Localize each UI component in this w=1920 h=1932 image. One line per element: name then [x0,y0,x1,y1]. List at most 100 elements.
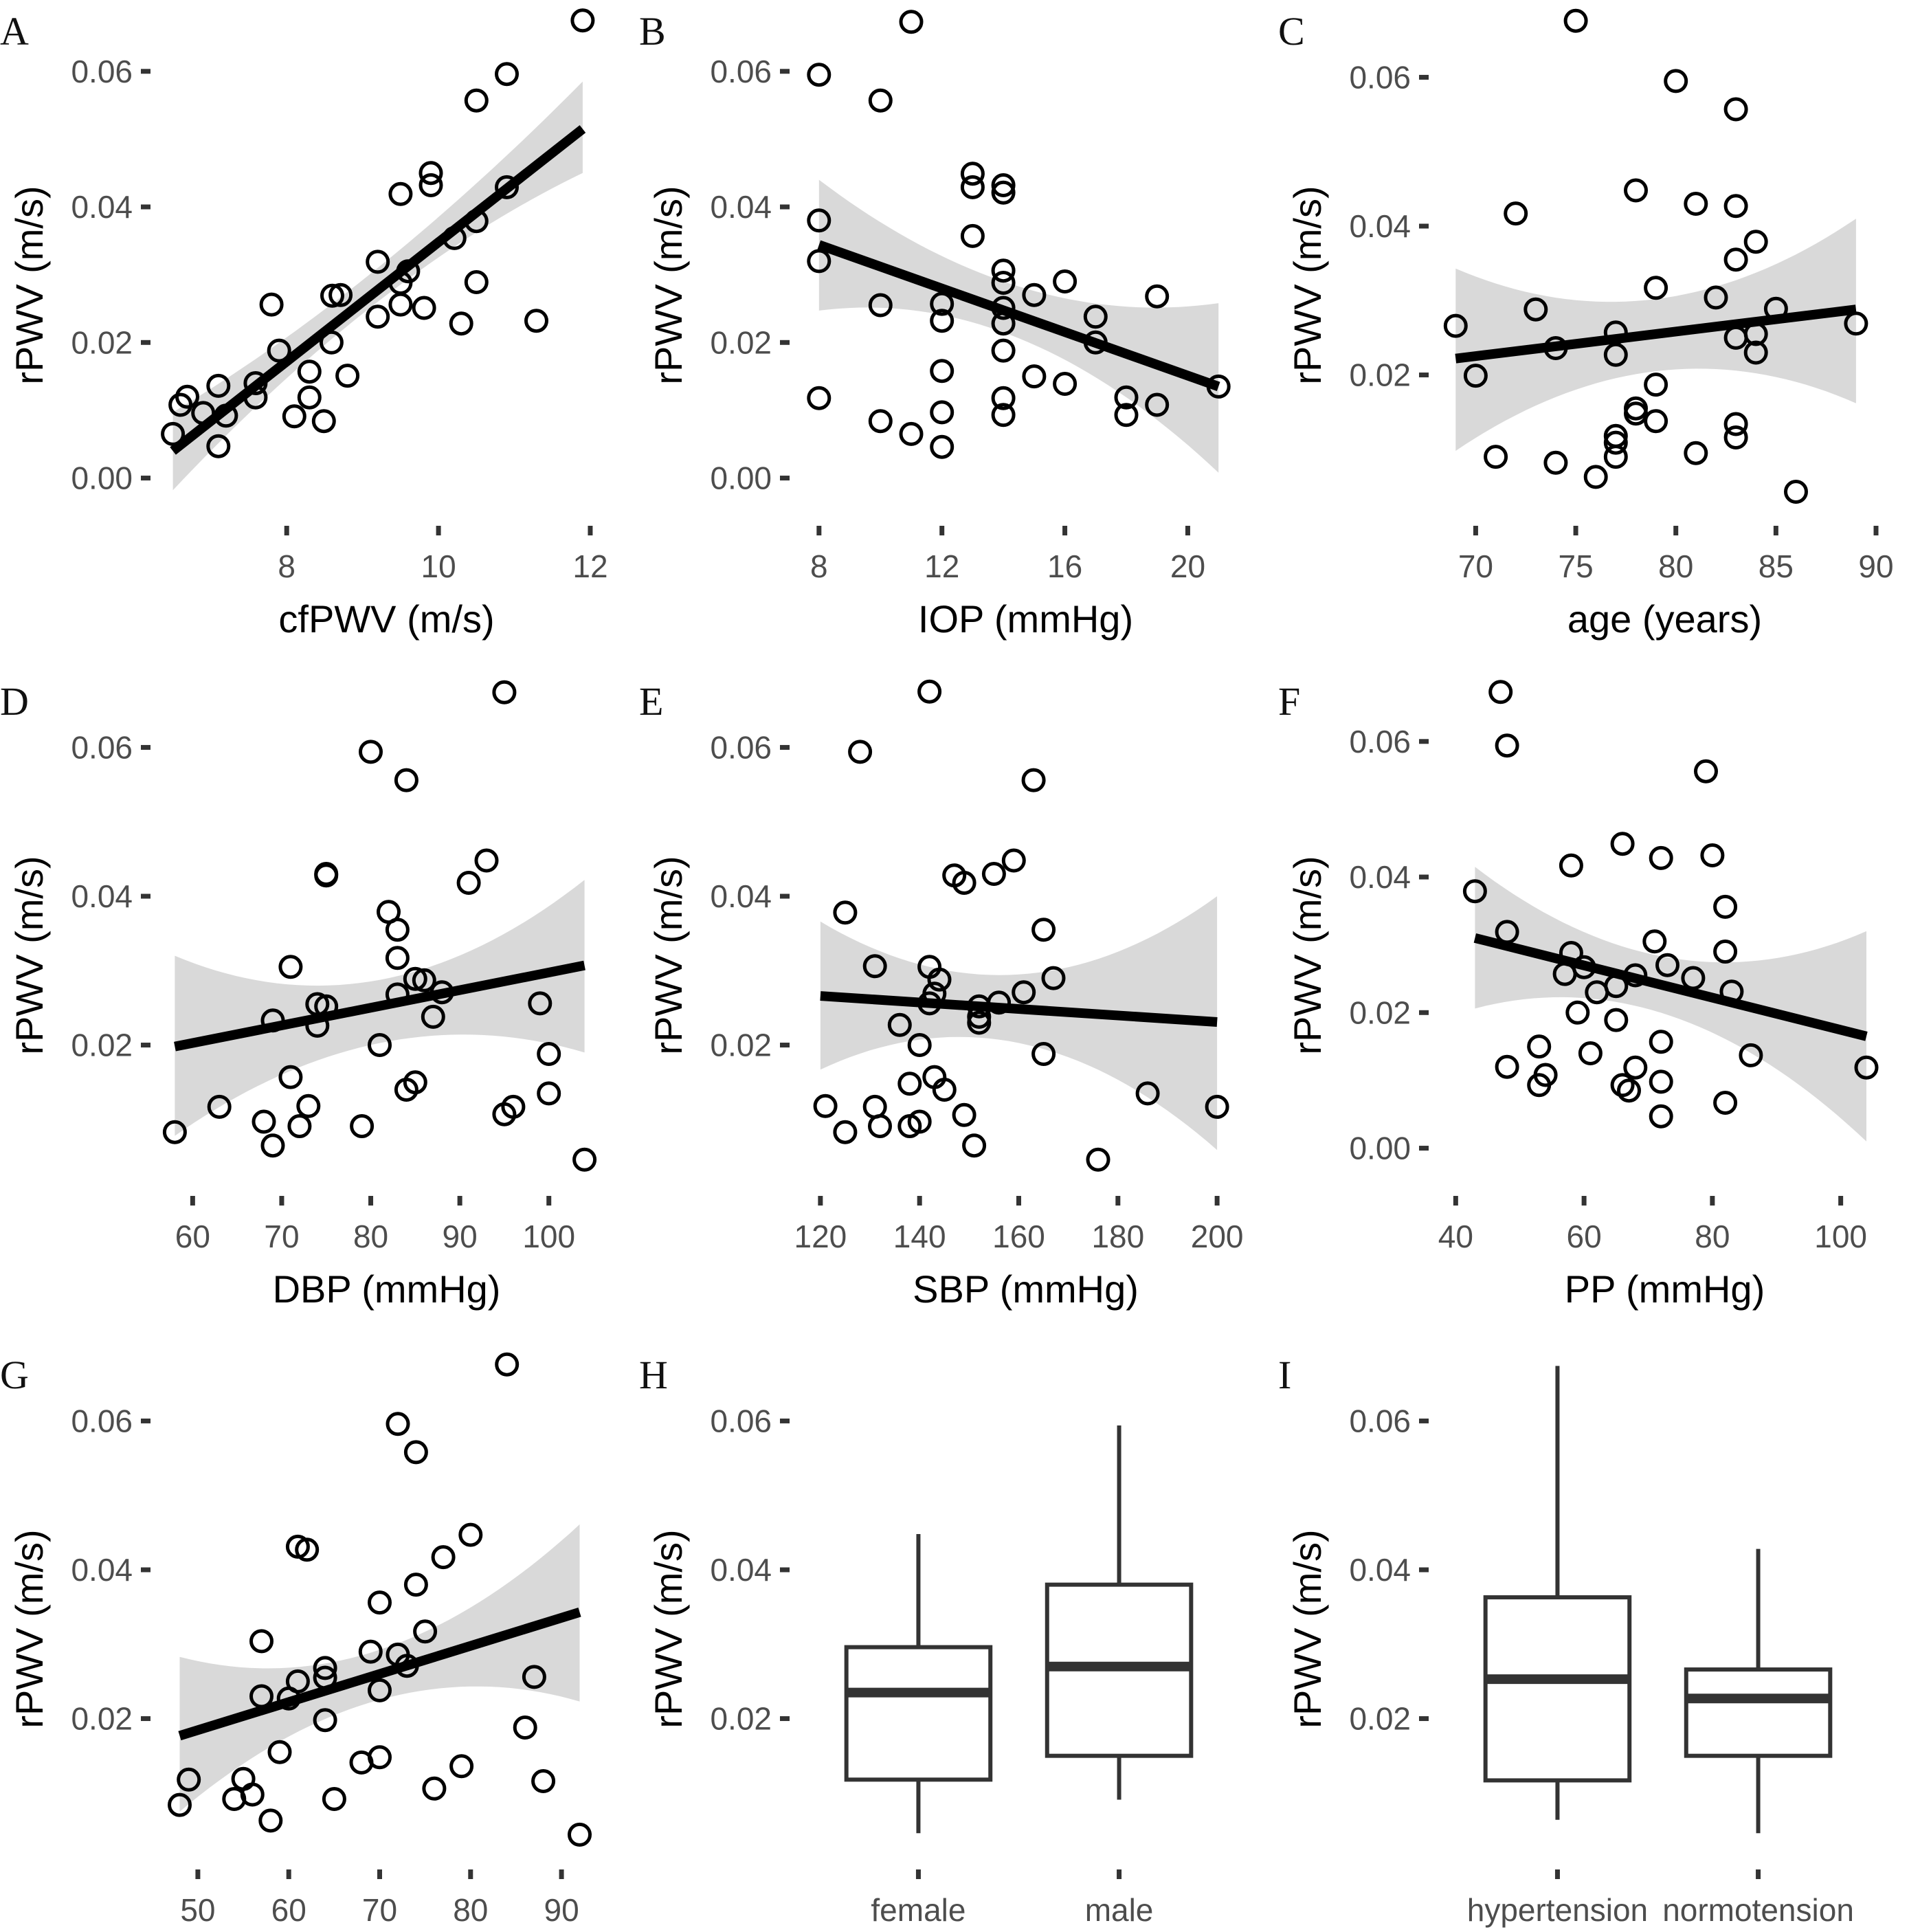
data-point [412,968,436,992]
data-point [570,8,595,33]
data-point [1723,425,1748,449]
x-axis-title: IOP (mmHg) [918,597,1133,641]
x-tick-label: 180 [1091,1219,1144,1254]
confidence-band [820,896,1218,1151]
panel-letter: D [0,679,29,724]
data-point [322,1787,346,1811]
data-point [927,967,952,992]
data-point [394,768,418,792]
x-tick-label: 16 [1047,548,1082,584]
data-point [930,309,955,333]
x-axis-title: DBP (mmHg) [273,1267,501,1311]
data-point [897,1072,922,1096]
data-point [1694,759,1718,784]
x-tick-label: 60 [271,1892,306,1928]
regression-line [170,125,586,455]
y-tick-label: 0.02 [71,1701,133,1737]
data-point [175,384,199,409]
data-point [403,966,427,991]
y-tick-label: 0.00 [710,460,772,496]
data-point [386,1412,410,1436]
data-point [1603,430,1628,455]
data-point [495,62,519,87]
data-point [385,918,410,942]
data-point [1001,848,1026,873]
x-tick-label: 200 [1191,1219,1244,1254]
data-point [899,10,924,34]
data-point [967,1010,992,1035]
x-tick-label: 75 [1558,548,1593,584]
box-male [1045,1425,1194,1800]
data-point [572,1147,597,1172]
data-point [868,88,893,113]
data-point [403,1573,428,1597]
x-tick-label: 8 [810,548,828,584]
y-tick-label: 0.04 [1349,1552,1411,1588]
data-point [1563,8,1588,33]
data-point [1655,953,1679,977]
data-point [1523,297,1548,322]
x-tick-label: male [1085,1892,1154,1928]
data-point [388,292,413,317]
data-point [1603,445,1628,469]
data-point [1784,480,1808,504]
x-tick-label: 10 [421,548,456,584]
data-point [1484,445,1508,469]
data-point [1604,1008,1629,1032]
data-point [1205,1094,1229,1119]
data-point [177,1767,201,1792]
data-point [1684,441,1708,465]
y-tick-label: 0.04 [710,1552,772,1588]
y-axis-title: rPWV (m/s) [1286,1529,1329,1728]
panel-letter: E [639,679,663,724]
x-tick-label: 70 [362,1892,397,1928]
data-point [1713,940,1738,964]
data-point [991,180,1016,205]
data-point [1664,69,1688,93]
panel-letter: C [1278,9,1305,54]
x-tick-label: 80 [1695,1219,1730,1254]
data-point [1610,1073,1635,1098]
data-point [359,740,383,764]
data-point [1462,879,1487,904]
data-point [267,1740,292,1764]
data-point [249,1629,274,1654]
data-point [1644,409,1668,434]
data-point [991,271,1016,295]
data-point [282,404,306,429]
data-point [260,1133,285,1158]
x-tick-label: 8 [278,548,295,584]
data-point [528,991,552,1016]
data-point [537,1042,561,1066]
data-point [1012,980,1036,1005]
data-point [207,1094,232,1119]
data-point [464,88,489,113]
x-tick-label: 160 [992,1219,1045,1254]
x-tick-label: 50 [180,1892,215,1928]
data-point [1559,853,1583,878]
data-point [295,1537,320,1562]
regression-line [1473,933,1868,1041]
data-point [1488,680,1513,704]
data-point [1854,1055,1879,1080]
data-point [1713,894,1738,919]
data-point [960,223,985,248]
data-point [1610,832,1635,856]
box-hypertension [1483,1366,1632,1820]
data-point [1723,194,1748,219]
confidence-band [179,1524,580,1812]
box-female [844,1534,993,1834]
panel-letter: I [1278,1353,1291,1397]
x-tick-label: 90 [1858,548,1893,584]
data-point [907,1109,932,1134]
data-point [1135,1081,1160,1106]
regression-line [1455,304,1857,364]
data-point [311,409,336,434]
y-tick-label: 0.06 [1349,724,1411,759]
data-point [1642,929,1667,954]
x-tick-label: female [871,1892,965,1928]
data-point [1443,313,1468,338]
data-point [1649,1030,1673,1054]
data-point [366,249,390,274]
